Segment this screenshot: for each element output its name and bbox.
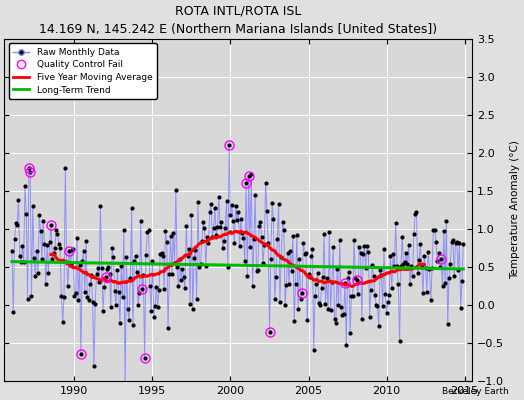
Y-axis label: Temperature Anomaly (°C): Temperature Anomaly (°C) bbox=[510, 140, 520, 279]
Text: Berkeley Earth: Berkeley Earth bbox=[442, 387, 508, 396]
Title: ROTA INTL/ROTA ISL
14.169 N, 145.242 E (Northern Mariana Islands [United States]: ROTA INTL/ROTA ISL 14.169 N, 145.242 E (… bbox=[39, 4, 438, 36]
Legend: Raw Monthly Data, Quality Control Fail, Five Year Moving Average, Long-Term Tren: Raw Monthly Data, Quality Control Fail, … bbox=[9, 43, 157, 99]
